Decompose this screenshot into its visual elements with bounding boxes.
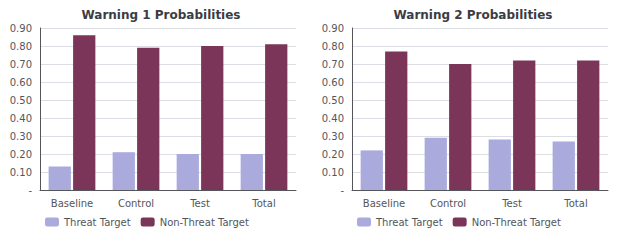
svg-text:0.70: 0.70: [322, 59, 344, 70]
svg-text:Total: Total: [563, 198, 587, 209]
svg-text:0.30: 0.30: [10, 131, 32, 142]
svg-text:0.10: 0.10: [10, 167, 32, 178]
svg-text:0.20: 0.20: [10, 149, 32, 160]
svg-text:0.20: 0.20: [322, 149, 344, 160]
svg-text:0.60: 0.60: [322, 77, 344, 88]
svg-text:0.50: 0.50: [10, 95, 32, 106]
svg-text:0.50: 0.50: [322, 95, 344, 106]
svg-text:0.80: 0.80: [322, 41, 344, 52]
svg-text:Test: Test: [501, 198, 522, 209]
svg-text:-: -: [28, 185, 32, 196]
svg-text:0.80: 0.80: [10, 41, 32, 52]
svg-text:Baseline: Baseline: [363, 198, 405, 209]
svg-text:Non-Threat Target: Non-Threat Target: [160, 217, 249, 228]
svg-text:0.40: 0.40: [10, 113, 32, 124]
svg-text:Control: Control: [118, 198, 154, 209]
svg-text:Total: Total: [251, 198, 275, 209]
svg-text:Control: Control: [430, 198, 466, 209]
svg-text:Warning 1 Probabilities: Warning 1 Probabilities: [81, 8, 240, 22]
svg-text:0.70: 0.70: [10, 59, 32, 70]
svg-text:0.60: 0.60: [10, 77, 32, 88]
svg-text:Baseline: Baseline: [51, 198, 93, 209]
svg-text:0.90: 0.90: [322, 23, 344, 34]
svg-text:Test: Test: [189, 198, 210, 209]
svg-text:0.90: 0.90: [10, 23, 32, 34]
svg-text:Warning 2 Probabilities: Warning 2 Probabilities: [393, 8, 552, 22]
svg-text:0.40: 0.40: [322, 113, 344, 124]
svg-text:0.30: 0.30: [322, 131, 344, 142]
svg-text:Threat Target: Threat Target: [375, 217, 443, 228]
svg-text:-: -: [340, 185, 344, 196]
svg-text:0.10: 0.10: [322, 167, 344, 178]
svg-text:Threat Target: Threat Target: [63, 217, 131, 228]
svg-text:Non-Threat Target: Non-Threat Target: [472, 217, 561, 228]
